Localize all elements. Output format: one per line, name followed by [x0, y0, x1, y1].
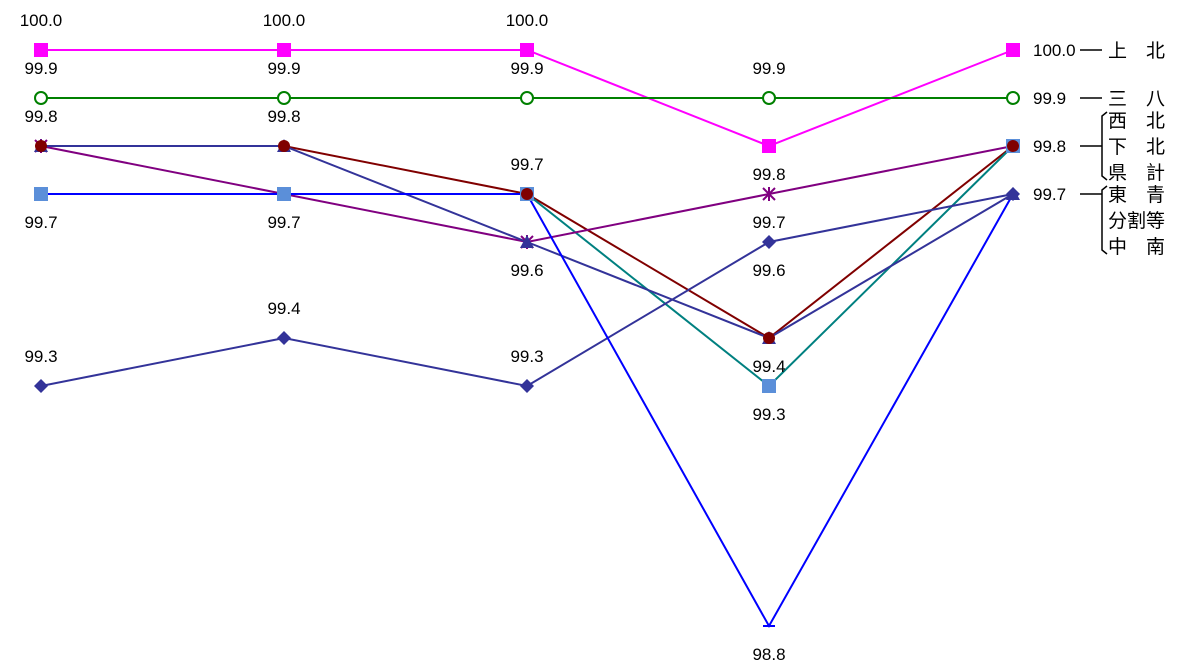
marker-s2-3 — [763, 332, 775, 344]
marker-s1-2 — [520, 91, 534, 105]
marker-s5-2 — [520, 235, 534, 248]
data-label: 99.9 — [752, 59, 785, 78]
data-label: 100.0 — [263, 11, 306, 30]
series-line-7 — [41, 193, 1014, 629]
marker-s1-1 — [277, 91, 291, 105]
series-name-label: 東 青 — [1108, 184, 1165, 206]
data-label: 99.3 — [510, 347, 543, 366]
series-name-label: 県 計 — [1108, 162, 1165, 184]
series-name-label: 下 北 — [1108, 136, 1165, 158]
end-value-label: 99.9 — [1033, 89, 1066, 108]
end-value-label: 99.7 — [1033, 185, 1066, 204]
data-label: 99.3 — [24, 347, 57, 366]
marker-s1-4 — [1006, 91, 1020, 105]
data-label: 99.7 — [510, 155, 543, 174]
marker-s3-3 — [762, 379, 776, 393]
data-label: 99.9 — [24, 59, 57, 78]
marker-s1-3 — [762, 91, 776, 105]
data-label: 99.8 — [24, 107, 57, 126]
series-name-label: 西 北 — [1108, 110, 1165, 132]
marker-layer — [34, 43, 1020, 627]
marker-s3-0 — [34, 187, 48, 201]
data-label: 99.9 — [267, 59, 300, 78]
marker-s6-3 — [762, 235, 776, 249]
marker-s1-0 — [34, 91, 48, 105]
data-label: 99.9 — [510, 59, 543, 78]
marker-s6-2 — [520, 379, 534, 393]
marker-s0-0 — [34, 43, 48, 57]
data-label: 99.4 — [267, 299, 300, 318]
marker-s5-4 — [1006, 187, 1020, 200]
data-label-layer: 100.0 100.0 100.0 99.9 99.9 99.9 99.9 99.8 99.8 9… — [20, 11, 1076, 664]
data-label: 99.3 — [752, 405, 785, 424]
marker-s0-4 — [1006, 43, 1020, 57]
marker-s0-2 — [520, 43, 534, 57]
series-name-label: 中 南 — [1108, 236, 1165, 258]
end-value-label: 100.0 — [1033, 41, 1076, 60]
marker-s2-4 — [1007, 140, 1019, 152]
marker-s2-1 — [278, 140, 290, 152]
marker-s4-3 — [762, 187, 776, 201]
data-label: 99.7 — [24, 213, 57, 232]
end-value-label: 99.8 — [1033, 137, 1066, 156]
data-label: 99.8 — [267, 107, 300, 126]
marker-s2-2 — [521, 188, 533, 200]
marker-s0-3 — [762, 139, 776, 153]
data-label: 99.7 — [752, 213, 785, 232]
series-layer — [40, 49, 1014, 629]
data-label: 99.8 — [752, 165, 785, 184]
data-label: 99.6 — [752, 261, 785, 280]
data-label: 99.6 — [510, 261, 543, 280]
data-label: 99.4 — [752, 357, 785, 376]
data-label: 99.7 — [267, 213, 300, 232]
data-label: 100.0 — [506, 11, 549, 30]
marker-s6-0 — [34, 379, 48, 393]
marker-s3-1 — [277, 187, 291, 201]
marker-s6-1 — [277, 331, 291, 345]
group-bracket — [1101, 185, 1108, 255]
group-bracket — [1101, 111, 1108, 181]
series-name-label: 三 八 — [1108, 88, 1165, 110]
series-name-label: 上 北 — [1108, 40, 1165, 62]
data-label: 98.8 — [752, 645, 785, 664]
data-label: 100.0 — [20, 11, 63, 30]
marker-s0-1 — [277, 43, 291, 57]
marker-s2-0 — [35, 140, 47, 152]
series-name-label: 分割等 — [1108, 210, 1165, 232]
